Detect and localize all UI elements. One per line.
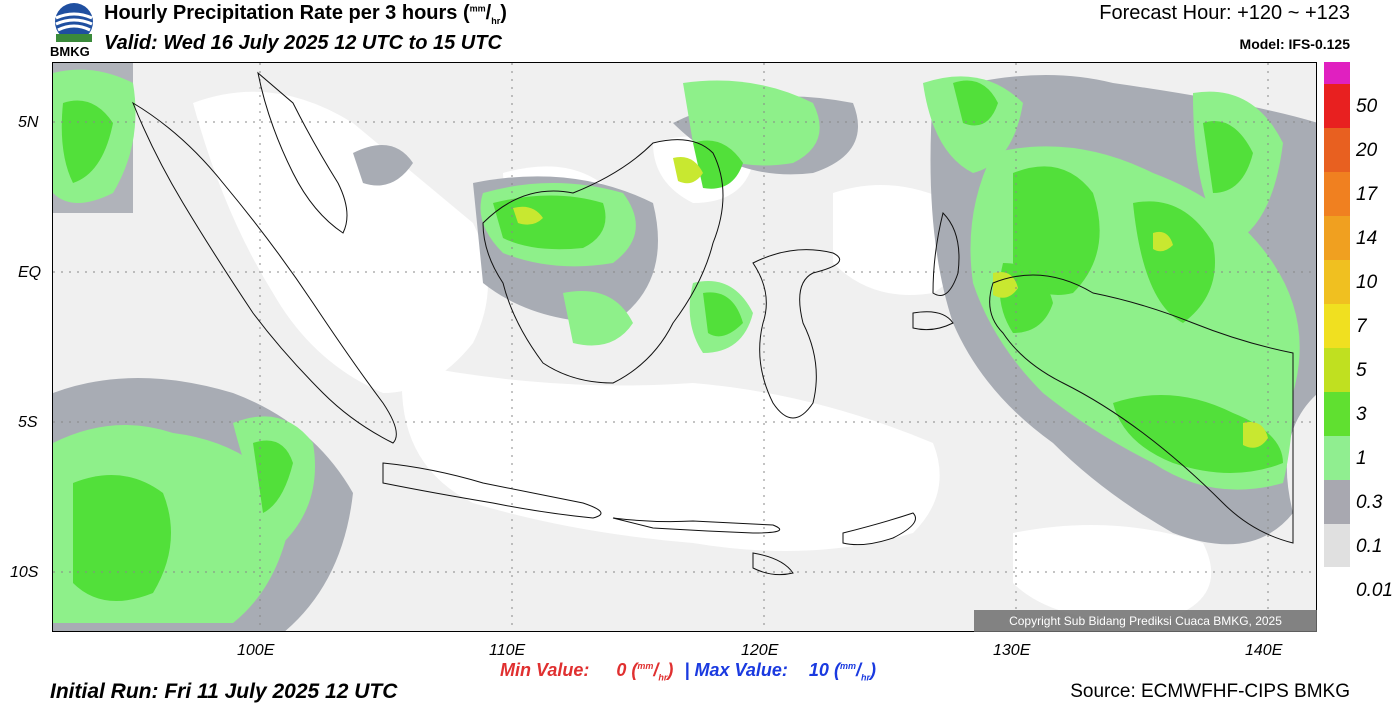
valid-time: Valid: Wed 16 July 2025 12 UTC to 15 UTC [104, 32, 502, 54]
title-unit: (mm/hr) [462, 2, 507, 26]
colorbar-swatch-50plus [1324, 62, 1350, 84]
lon-label-120e: 120E [741, 642, 779, 659]
colorbar-swatch-1 [1324, 392, 1350, 436]
colorbar-swatch-10 [1324, 216, 1350, 260]
model-name: Model: IFS-0.125 [1239, 36, 1350, 52]
logo-text: BMKG [50, 44, 90, 59]
colorbar-label-1: 1 [1356, 448, 1367, 469]
colorbar-label-5: 5 [1356, 360, 1367, 381]
colorbar-swatch-20 [1324, 84, 1350, 128]
lon-label-100e: 100E [237, 642, 275, 659]
title-text: Hourly Precipitation Rate per 3 hours [104, 2, 458, 24]
min-unit-den: hr [658, 672, 668, 683]
colorbar-label-7: 7 [1356, 316, 1367, 337]
lat-label-10s: 10S [10, 564, 39, 581]
forecast-hour: Forecast Hour: +120 ~ +123 [1099, 2, 1350, 24]
minmax-separator: | [684, 660, 690, 680]
lat-label-5s: 5S [18, 414, 38, 431]
colorbar-label-0-01: 0.01 [1356, 580, 1393, 601]
min-unit-num: mm [637, 661, 654, 671]
colorbar-swatch-0-1 [1324, 480, 1350, 524]
initial-run: Initial Run: Fri 11 July 2025 12 UTC [50, 680, 398, 703]
lon-label-130e: 130E [993, 642, 1031, 659]
title-unit-num: mm [469, 3, 486, 14]
max-label: Max Value: [694, 660, 788, 680]
min-max-values: Min Value: 0 (mm/hr) | Max Value: 10 (mm… [500, 660, 876, 683]
min-value: 0 [616, 660, 627, 680]
colorbar-label-10: 10 [1356, 272, 1378, 293]
lon-label-140e: 140E [1245, 642, 1283, 659]
precipitation-map [52, 62, 1317, 632]
lon-label-110e: 110E [489, 642, 526, 659]
colorbar-label-0-3: 0.3 [1356, 492, 1383, 513]
precip-field-yellow-green [513, 157, 1268, 448]
colorbar-swatch-0-01 [1324, 524, 1350, 567]
max-unit-num: mm [839, 661, 856, 671]
bmkg-logo: BMKG [50, 2, 102, 60]
title-unit-den: hr [491, 16, 501, 26]
colorbar [1324, 62, 1350, 587]
colorbar-swatch-14 [1324, 172, 1350, 216]
colorbar-label-17: 17 [1356, 184, 1378, 205]
map-title: Hourly Precipitation Rate per 3 hours (m… [104, 2, 507, 26]
colorbar-swatch-5 [1324, 304, 1350, 348]
coastlines [131, 71, 1294, 576]
max-unit: (mm/hr) [833, 660, 876, 683]
colorbar-swatch-17 [1324, 128, 1350, 172]
lat-label-eq: EQ [18, 264, 42, 281]
colorbar-label-3: 3 [1356, 404, 1367, 425]
colorbar-label-14: 14 [1356, 228, 1378, 249]
min-label: Min Value: [500, 660, 590, 680]
colorbar-label-20: 20 [1356, 140, 1378, 161]
map-canvas [53, 63, 1316, 631]
precip-field-green [61, 80, 1283, 601]
min-unit: (mm/hr) [631, 660, 674, 683]
colorbar-label-50: 50 [1356, 96, 1378, 117]
colorbar-swatch-7 [1324, 260, 1350, 304]
data-source: Source: ECMWFHF-CIPS BMKG [1070, 681, 1350, 702]
max-value: 10 [808, 660, 829, 680]
copyright-note: Copyright Sub Bidang Prediksi Cuaca BMKG… [974, 610, 1317, 632]
colorbar-label-0-1: 0.1 [1356, 536, 1383, 557]
graticule [53, 63, 1316, 631]
colorbar-swatch-0-3 [1324, 436, 1350, 480]
max-unit-den: hr [860, 672, 870, 683]
colorbar-swatch-3 [1324, 348, 1350, 392]
lat-label-5n: 5N [18, 114, 39, 131]
